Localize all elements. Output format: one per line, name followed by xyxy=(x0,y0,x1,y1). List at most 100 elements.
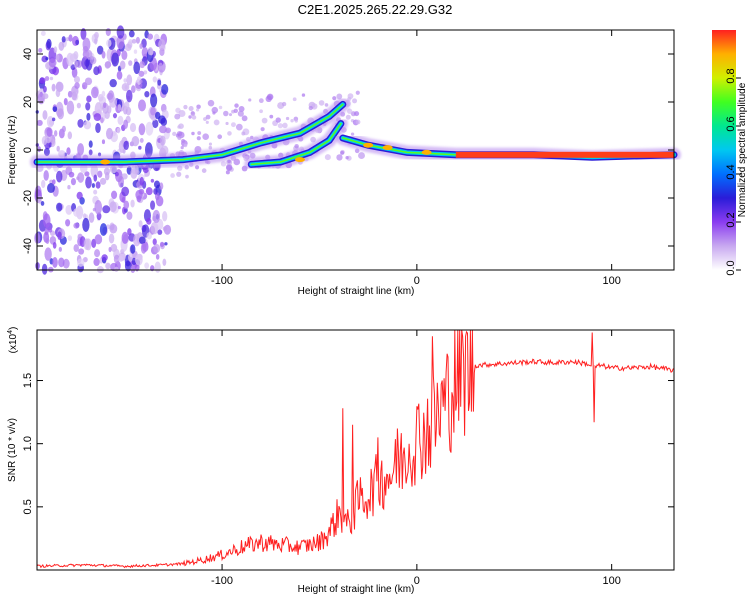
halo-speck xyxy=(347,108,353,114)
noise-speck xyxy=(70,177,77,186)
noise-speck xyxy=(94,31,99,39)
halo-speck xyxy=(234,103,239,108)
noise-speck xyxy=(74,82,80,89)
noise-speck xyxy=(126,74,133,86)
noise-speck xyxy=(47,182,55,194)
noise-speck xyxy=(138,99,147,112)
noise-speck xyxy=(56,202,63,212)
spectrogram-y-label: Frequency (Hz) xyxy=(7,116,18,185)
noise-speck xyxy=(121,82,130,92)
noise-speck xyxy=(35,262,40,270)
halo-speck xyxy=(213,119,220,126)
noise-speck xyxy=(138,220,143,228)
noise-speck xyxy=(152,209,161,223)
halo-speck xyxy=(205,120,209,124)
noise-speck xyxy=(133,49,138,54)
noise-speck xyxy=(159,125,167,134)
noise-speck xyxy=(52,242,57,249)
noise-speck xyxy=(138,123,146,136)
noise-speck xyxy=(107,105,112,114)
noise-speck xyxy=(108,246,112,253)
trace-core xyxy=(36,103,344,163)
halo-speck xyxy=(324,103,329,107)
noise-speck xyxy=(148,167,152,171)
noise-speck xyxy=(85,176,92,189)
noise-speck xyxy=(58,41,65,51)
noise-speck xyxy=(63,97,68,106)
noise-speck xyxy=(146,217,152,225)
noise-speck xyxy=(162,258,167,266)
halo-speck xyxy=(191,115,197,120)
noise-speck xyxy=(139,61,145,69)
noise-speck xyxy=(73,76,80,84)
noise-speck xyxy=(99,177,107,185)
noise-speck xyxy=(44,247,52,261)
halo-speck xyxy=(172,131,177,136)
x-tick-label: 0 xyxy=(414,275,420,287)
noise-speck xyxy=(57,231,62,240)
noise-speck xyxy=(159,182,164,190)
snr-frame xyxy=(36,329,675,571)
snr-plot: -100 0 100 0.5 1.0 1.5 Height of straight li… xyxy=(7,327,675,595)
halo-speck xyxy=(352,98,358,104)
noise-speck xyxy=(144,262,150,269)
halo-speck xyxy=(183,143,188,148)
noise-speck xyxy=(116,25,125,39)
noise-speck xyxy=(94,199,103,215)
noise-speck xyxy=(117,205,121,210)
noise-speck xyxy=(155,111,161,120)
noise-speck xyxy=(119,60,126,70)
noise-speck xyxy=(139,138,144,143)
snr-background xyxy=(37,330,674,570)
noise-speck xyxy=(96,45,104,55)
noise-speck xyxy=(39,77,46,84)
noise-speck xyxy=(73,244,79,253)
noise-speck xyxy=(45,56,49,61)
noise-speck xyxy=(161,84,169,95)
noise-speck xyxy=(124,101,130,110)
noise-speck xyxy=(76,191,83,200)
noise-speck xyxy=(74,60,78,69)
noise-speck xyxy=(77,258,85,267)
noise-speck xyxy=(106,92,114,100)
noise-speck xyxy=(112,113,118,119)
noise-speck xyxy=(164,242,168,246)
noise-speck xyxy=(73,208,81,217)
noise-speck xyxy=(121,186,130,197)
halo-speck xyxy=(275,117,281,123)
noise-speck xyxy=(150,200,156,211)
noise-speck xyxy=(140,243,147,254)
halo-speck xyxy=(201,168,207,173)
noise-speck xyxy=(48,58,57,68)
noise-speck xyxy=(152,238,157,246)
halo-speck xyxy=(220,161,227,167)
noise-speck xyxy=(83,120,92,130)
noise-speck xyxy=(138,236,146,245)
noise-speck xyxy=(113,254,120,264)
noise-speck xyxy=(117,115,124,125)
noise-speck xyxy=(105,27,111,37)
y-tick-label: 20 xyxy=(22,96,34,108)
noise-speck xyxy=(61,36,66,43)
noise-speck xyxy=(123,140,129,151)
noise-speck xyxy=(58,246,62,252)
snr-multiplier-exponent: 4 xyxy=(7,330,14,334)
noise-speck xyxy=(157,229,163,235)
noise-speck xyxy=(150,222,159,235)
halo-speck xyxy=(292,97,297,102)
noise-speck xyxy=(86,49,93,60)
noise-speck xyxy=(139,43,143,49)
halo-speck xyxy=(207,99,215,107)
colorbar-label: Normalized spectral amplitude xyxy=(737,82,748,217)
halo-speck xyxy=(194,165,200,170)
halo-speck xyxy=(178,123,184,129)
noise-speck xyxy=(88,140,93,148)
noise-speck xyxy=(51,83,56,92)
noise-speck xyxy=(158,38,166,51)
colorbar-tick-label: 0.4 xyxy=(725,164,737,179)
noise-speck xyxy=(88,212,95,223)
halo-speck xyxy=(282,122,288,129)
trace-peak xyxy=(455,151,674,158)
noise-speck xyxy=(128,60,133,66)
halo-speck xyxy=(265,95,272,102)
